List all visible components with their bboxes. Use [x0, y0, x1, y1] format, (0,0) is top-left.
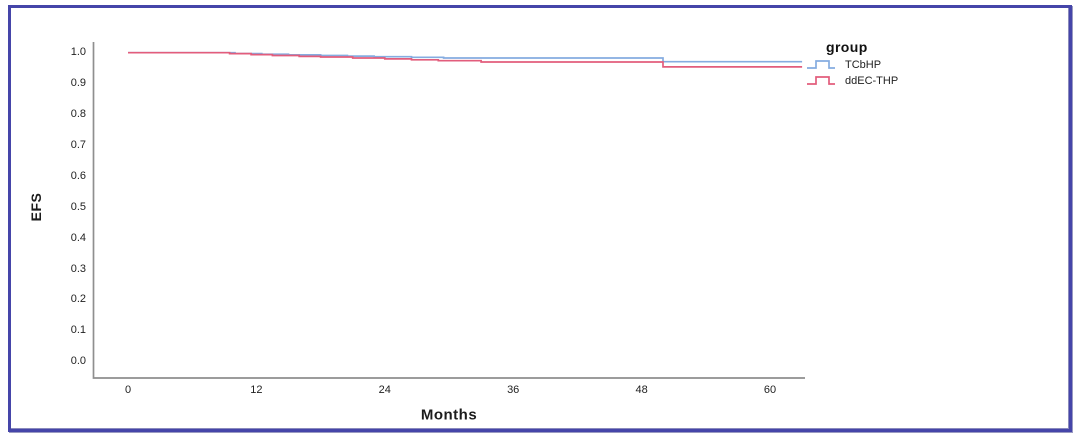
- x-axis-title: Months: [420, 406, 478, 424]
- y-tick-label: 0.9: [70, 77, 86, 90]
- y-tick-label: 0.0: [70, 355, 86, 368]
- y-tick-label: 1.0: [70, 46, 86, 59]
- y-tick-label: 0.5: [70, 200, 86, 213]
- legend: group TCbHP ddEC-THP: [806, 39, 898, 87]
- x-tick-label: 12: [250, 384, 263, 396]
- y-tick-label: 0.8: [70, 108, 86, 120]
- legend-key-icon: [807, 60, 835, 69]
- y-axis-title: EFS: [28, 192, 44, 222]
- curve-ddEC-THP: [128, 51, 803, 68]
- x-tick-label: 0: [124, 384, 132, 396]
- y-tick-label: 0.6: [70, 169, 86, 182]
- x-tick-label: 24: [378, 384, 391, 396]
- legend-items: TCbHP ddEC-THP: [806, 58, 898, 87]
- y-tick-label: 0.7: [70, 138, 86, 151]
- legend-label: ddEC-THP: [845, 74, 899, 87]
- legend-entry-TCbHP: TCbHP: [806, 58, 898, 71]
- y-tick-label: 0.2: [70, 293, 86, 306]
- x-tick-label: 60: [763, 384, 777, 396]
- axes-lines: [92, 42, 805, 379]
- curve-TCbHP: [128, 51, 803, 63]
- legend-entry-ddEC-THP: ddEC-THP: [806, 74, 898, 87]
- legend-label: TCbHP: [845, 58, 882, 71]
- legend-title: group: [826, 39, 868, 55]
- figure-border: [8, 5, 1072, 432]
- legend-key-icon: [807, 76, 835, 85]
- y-tick-label: 0.4: [70, 231, 86, 244]
- y-tick-label: 0.3: [70, 262, 86, 275]
- x-tick-label: 48: [635, 384, 648, 396]
- y-tick-label: 0.1: [70, 324, 86, 337]
- x-tick-label: 36: [507, 384, 520, 396]
